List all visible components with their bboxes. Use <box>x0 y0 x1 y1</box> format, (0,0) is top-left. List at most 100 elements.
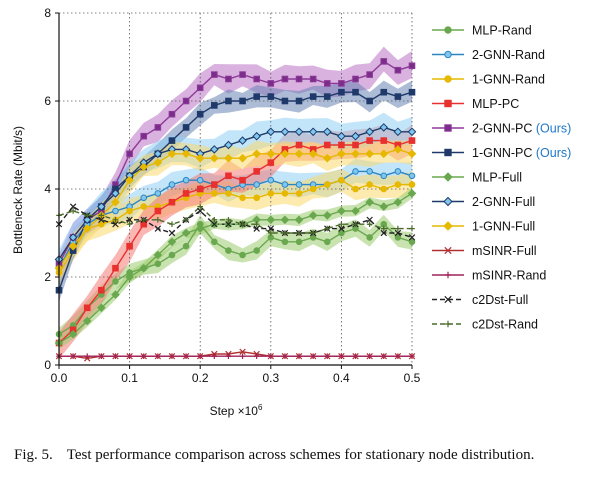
point-msinr-rand <box>352 353 359 359</box>
point-mlp-full <box>407 189 417 198</box>
point-1-gnn-pc <box>295 97 303 105</box>
point-c2dst-full <box>253 225 260 232</box>
point-msinr-rand <box>112 353 119 359</box>
y-tick-label: 6 <box>44 94 51 108</box>
point-2-gnn-full <box>252 131 261 141</box>
point-c2dst-rand <box>84 212 91 219</box>
point-msinr-rand <box>126 353 133 359</box>
point-msinr-rand <box>395 353 401 359</box>
point-mlp-rand <box>408 238 416 246</box>
point-2-gnn-full <box>393 127 403 137</box>
legend-marker-c2dst-rand <box>444 320 452 328</box>
point-1-gnn-full <box>337 149 346 159</box>
point-1-gnn-full <box>210 153 219 163</box>
x-tick-label: 0.1 <box>121 371 138 385</box>
point-2-gnn-pc <box>154 124 162 131</box>
point-2-gnn-rand <box>168 181 176 188</box>
point-2-gnn-full <box>266 127 276 137</box>
point-c2dst-rand <box>140 217 147 223</box>
point-mlp-full <box>393 197 403 207</box>
point-mlp-rand <box>394 234 402 241</box>
point-msinr-rand <box>140 353 147 359</box>
legend-marker-mlp-pc <box>444 99 452 108</box>
point-2-gnn-rand <box>196 176 204 184</box>
point-2-gnn-pc <box>309 75 317 83</box>
point-c2dst-full <box>112 220 119 228</box>
x-axis-label-text: Step ×10 <box>210 404 259 418</box>
axes <box>55 12 413 369</box>
point-2-gnn-full <box>365 127 374 137</box>
point-1-gnn-pc <box>267 93 275 100</box>
point-2-gnn-full <box>322 127 332 137</box>
point-mlp-full <box>97 303 106 313</box>
point-c2dst-full <box>338 225 345 232</box>
point-1-gnn-rand <box>295 190 303 197</box>
point-2-gnn-full <box>97 202 106 211</box>
point-c2dst-rand <box>225 217 232 223</box>
point-1-gnn-pc <box>182 124 190 131</box>
point-2-gnn-full <box>379 123 389 132</box>
figure: 0.0 0.1 0.2 0.3 0.4 0.5 0 2 4 6 8 Bottleneck Rate … <box>11 6 571 418</box>
band-mlp-full <box>59 187 412 350</box>
point-c2dst-rand <box>253 221 260 227</box>
point-1-gnn-rand <box>140 203 148 210</box>
point-1-gnn-pc <box>281 97 289 105</box>
legend-label-1-gnn-rand: 1-GNN-Rand <box>472 73 545 87</box>
point-mlp-full <box>322 211 332 220</box>
point-2-gnn-full <box>351 131 360 141</box>
point-2-gnn-pc <box>295 75 303 83</box>
point-1-gnn-rand <box>408 181 416 188</box>
point-mlp-pc <box>338 141 345 149</box>
band-mlp-rand <box>59 214 412 344</box>
point-mlp-pc <box>239 176 246 184</box>
point-1-gnn-full <box>125 175 134 185</box>
legend-marker-2-gnn-rand <box>444 50 452 59</box>
point-2-gnn-pc <box>182 97 190 105</box>
legend-marker-mlp-rand <box>444 26 452 34</box>
point-2-gnn-rand <box>352 168 359 175</box>
legend-label-mlp-rand: MLP-Rand <box>472 24 532 38</box>
point-2-gnn-pc <box>281 75 289 83</box>
point-mlp-full <box>167 237 177 247</box>
point-c2dst-full <box>126 216 133 224</box>
point-2-gnn-pc <box>352 75 359 83</box>
point-1-gnn-full <box>238 153 247 163</box>
point-mlp-pc <box>225 172 232 180</box>
x-tick-label: 0.0 <box>51 371 68 385</box>
point-2-gnn-pc <box>380 58 388 65</box>
point-mlp-rand <box>323 238 331 246</box>
point-c2dst-rand <box>98 212 105 219</box>
point-1-gnn-full <box>393 145 403 154</box>
x-tick-label: 0.5 <box>404 371 421 385</box>
point-mlp-pc <box>98 286 105 294</box>
point-c2dst-rand <box>338 221 345 227</box>
point-1-gnn-rand <box>380 185 388 193</box>
legend-marker-1-gnn-full <box>443 221 453 231</box>
point-2-gnn-rand <box>408 172 416 180</box>
point-1-gnn-rand <box>211 190 218 197</box>
band-1-gnn-rand <box>59 169 412 286</box>
point-msinr-rand <box>225 353 232 359</box>
legend-marker-1-gnn-rand <box>444 75 452 83</box>
point-c2dst-full <box>154 225 162 232</box>
point-1-gnn-rand <box>267 190 275 197</box>
point-1-gnn-rand <box>225 190 232 197</box>
band-1-gnn-pc <box>59 80 412 302</box>
point-2-gnn-pc <box>239 71 246 78</box>
point-c2dst-rand <box>324 225 331 232</box>
point-2-gnn-full <box>68 233 78 242</box>
point-2-gnn-pc <box>225 75 232 83</box>
legend-marker-msinr-rand <box>444 271 452 279</box>
point-c2dst-rand <box>126 221 133 227</box>
point-1-gnn-rand <box>309 185 317 193</box>
legend-marker-mlp-full <box>443 172 453 182</box>
point-mlp-full <box>111 290 120 299</box>
point-2-gnn-rand <box>140 194 148 202</box>
point-2-gnn-rand <box>154 190 162 197</box>
point-1-gnn-full <box>195 153 205 163</box>
point-1-gnn-rand <box>323 181 331 188</box>
point-1-gnn-pc <box>225 97 232 105</box>
point-mlp-full <box>195 224 205 233</box>
point-msinr-full <box>239 348 246 356</box>
point-mlp-pc <box>366 137 373 144</box>
